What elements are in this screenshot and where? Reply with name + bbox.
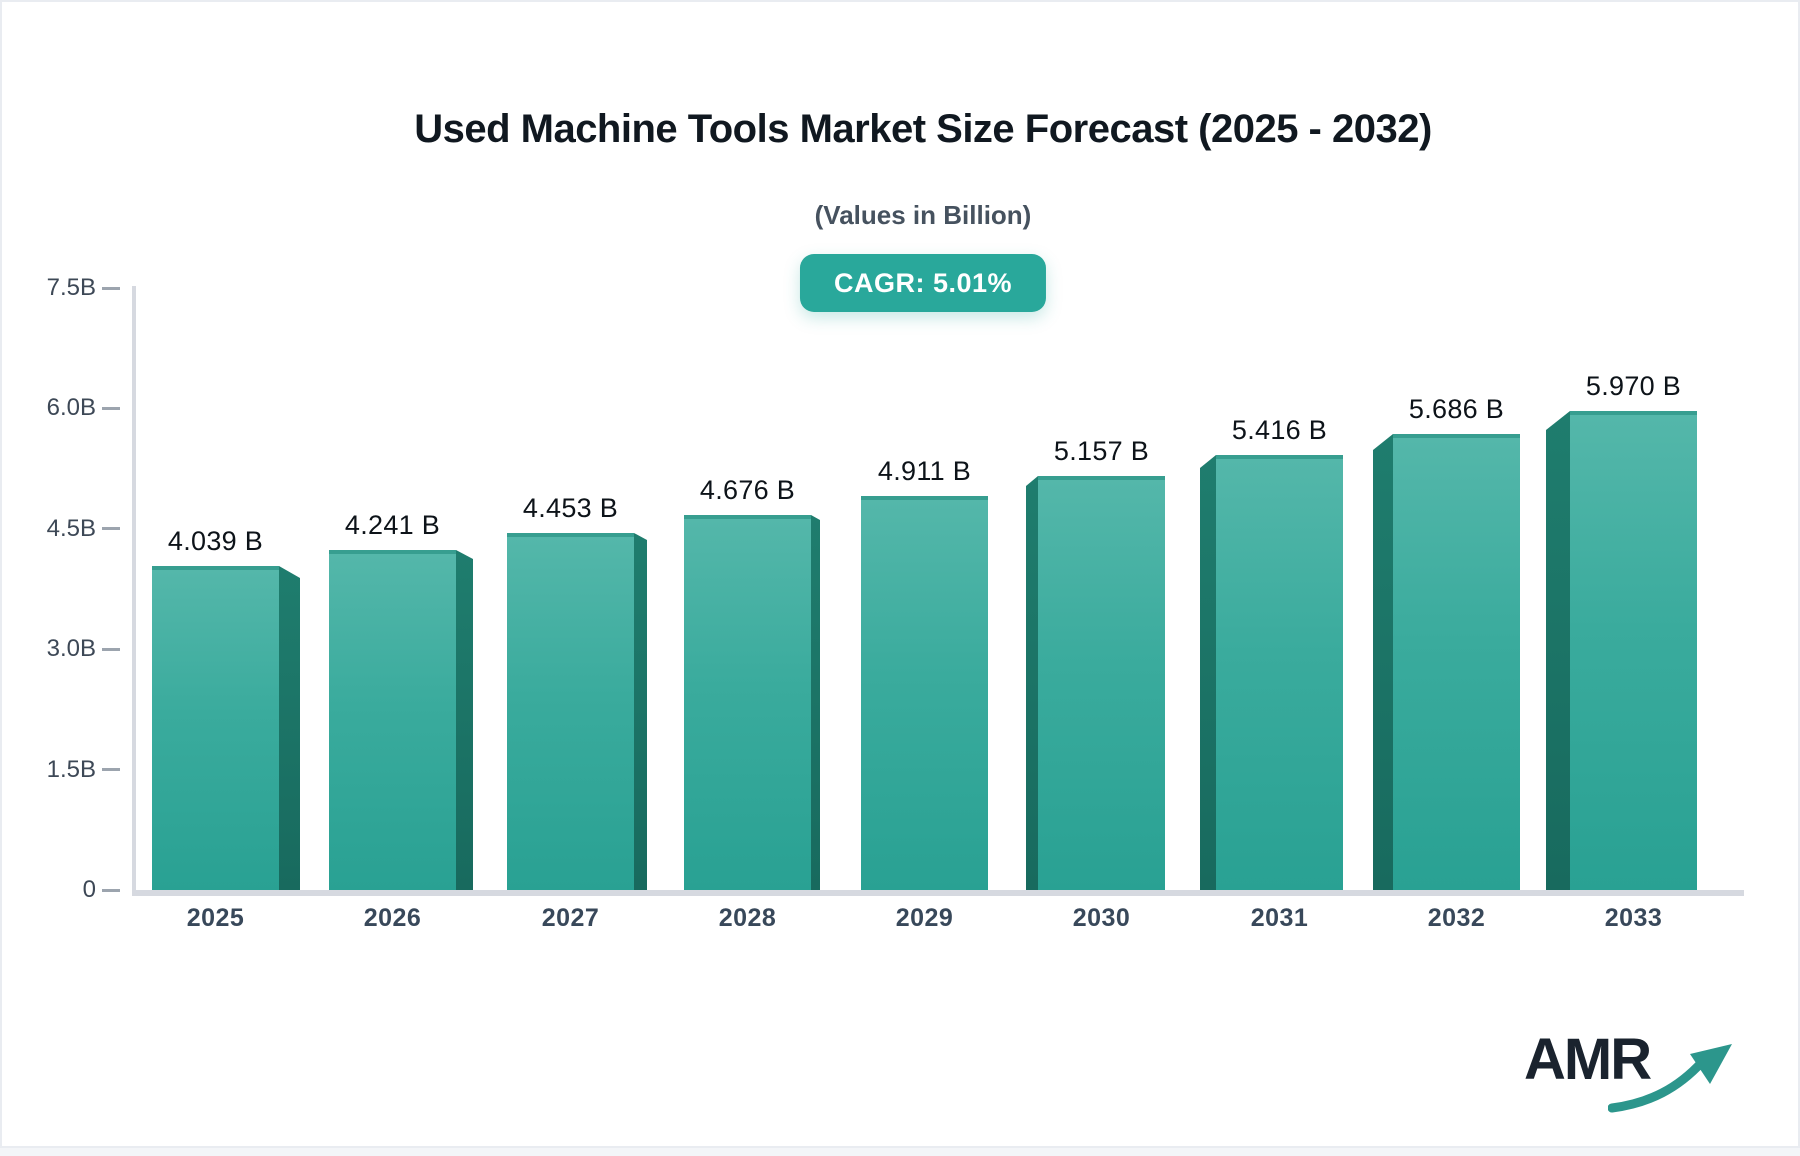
bar-side-face — [1546, 411, 1570, 890]
bar-2032 — [1393, 434, 1520, 890]
bar-2033 — [1570, 411, 1697, 890]
bar-side-face — [456, 550, 473, 890]
y-axis-tick-label: 1.5B — [46, 755, 96, 783]
bar-value-label: 5.686 B — [1408, 394, 1505, 424]
bar-2026 — [329, 550, 456, 890]
bar-value-label: 4.453 B — [522, 493, 619, 523]
cagr-badge: CAGR: 5.01% — [799, 254, 1047, 312]
y-axis-tick-mark — [102, 647, 120, 651]
y-axis-tick-label: 3.0B — [46, 635, 96, 663]
x-axis-label-2027: 2027 — [541, 904, 600, 932]
y-axis-tick-label: 6.0B — [46, 394, 96, 422]
x-axis-label-2028: 2028 — [718, 904, 777, 932]
x-axis-label-2025: 2025 — [186, 904, 245, 932]
bar-value-label: 5.970 B — [1585, 371, 1682, 401]
bar-value-label: 4.911 B — [877, 456, 972, 486]
bar-value-label: 4.676 B — [699, 475, 796, 505]
bar-value-label: 4.241 B — [344, 510, 441, 540]
bar-value-label: 5.416 B — [1231, 415, 1328, 445]
bar-2028 — [684, 515, 811, 890]
bar-value-label: 5.157 B — [1053, 436, 1150, 466]
page-title: Used Machine Tools Market Size Forecast … — [414, 107, 1432, 151]
bar-2031 — [1216, 455, 1343, 890]
x-axis-label-2029: 2029 — [895, 904, 954, 932]
growth-arrow-icon — [1608, 1044, 1732, 1113]
bar-2025 — [152, 566, 279, 890]
y-axis-tick-mark — [102, 888, 120, 892]
x-axis-label-2033: 2033 — [1604, 904, 1663, 932]
bar-2030 — [1038, 476, 1165, 890]
bar-side-face — [1373, 434, 1393, 890]
x-axis-label-2030: 2030 — [1072, 904, 1131, 932]
y-axis-tick-label: 7.5B — [46, 274, 96, 301]
x-axis-label-2032: 2032 — [1427, 904, 1486, 932]
bar-side-face — [811, 515, 820, 890]
bar-2027 — [507, 533, 634, 890]
y-axis-tick-label: 0 — [82, 876, 96, 903]
y-axis-line — [132, 286, 136, 896]
x-axis-label-2026: 2026 — [363, 904, 422, 932]
y-axis-tick-mark — [102, 768, 120, 772]
bar-side-face — [279, 566, 300, 890]
amr-logo: AMR — [1524, 1030, 1744, 1126]
y-axis-tick-mark — [102, 406, 120, 410]
x-axis-label-2031: 2031 — [1250, 904, 1309, 932]
page-subtitle: (Values in Billion) — [814, 200, 1032, 230]
y-axis-tick-mark — [102, 527, 120, 531]
bar-side-face — [634, 533, 647, 890]
bar-2029 — [861, 496, 988, 890]
amr-logo-text: AMR — [1524, 1027, 1652, 1092]
bar-side-face — [1026, 476, 1038, 890]
y-axis-tick-label: 4.5B — [46, 514, 96, 542]
x-axis-line — [132, 890, 1744, 896]
bar-side-face — [1200, 455, 1216, 890]
y-axis-tick-mark — [102, 286, 120, 290]
bar-value-label: 4.039 B — [167, 526, 264, 556]
